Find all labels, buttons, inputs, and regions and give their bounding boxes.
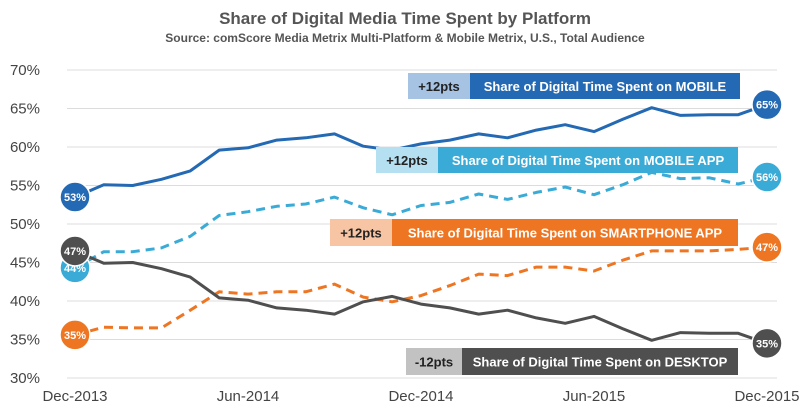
end-value-label: 35% (756, 338, 778, 350)
callout-delta: +12pts (340, 226, 382, 241)
y-tick-label: 55% (10, 178, 40, 195)
y-tick-label: 60% (10, 139, 40, 156)
start-marker-0 (59, 181, 91, 213)
x-tick-label: Dec-2015 (734, 388, 799, 405)
start-value-label: 35% (64, 330, 86, 342)
callout-2: +12pts Share of Digital Time Spent on SMA… (330, 219, 738, 246)
callout-name: Share of Digital Time Spent on MOBILE (484, 79, 727, 94)
end-value-label: 47% (756, 242, 778, 254)
callout-name-bg (470, 73, 740, 99)
series-line-3 (74, 249, 768, 345)
callout-name-bg (438, 147, 738, 173)
y-tick-label: 70% (10, 62, 40, 79)
x-axis: Dec-2013 Jun-2014 Dec-2014 Jun-2015 Dec-2015 (42, 388, 799, 405)
start-marker-3 (59, 235, 91, 267)
start-value-label: 53% (64, 192, 86, 204)
y-tick-label: 45% (10, 255, 40, 272)
callout-delta-bg (406, 348, 462, 375)
y-tick-label: 35% (10, 332, 40, 349)
callout-delta: +12pts (418, 79, 460, 94)
end-marker-3 (751, 327, 783, 360)
x-tick-label: Jun-2014 (217, 388, 280, 405)
callout-name-bg (392, 219, 738, 246)
chart-title: Share of Digital Media Time Spent by Pla… (219, 9, 591, 28)
series-end-markers: 53% 65% 44% 56% 35% 47% 47% 35% (59, 88, 783, 360)
x-tick-label: Jun-2015 (563, 388, 626, 405)
callout-name: Share of Digital Time Spent on MOBILE AP… (452, 153, 725, 168)
end-marker-0 (751, 88, 783, 121)
y-tick-label: 65% (10, 101, 40, 118)
callout-delta: -12pts (415, 355, 453, 370)
callout-delta-bg (330, 219, 392, 246)
end-value-label: 56% (756, 172, 778, 184)
callout-1: +12pts Share of Digital Time Spent on MOB… (376, 147, 738, 173)
y-axis: 30% 35% 40% 45% 50% 55% 60% 65% 70% (10, 62, 40, 387)
callout-name: Share of Digital Time Spent on SMARTPHON… (408, 226, 723, 241)
end-marker-2 (751, 231, 783, 263)
y-tick-label: 40% (10, 293, 40, 310)
series-callouts: +12pts Share of Digital Time Spent on MOB… (330, 73, 740, 375)
end-value-label: 65% (756, 100, 778, 112)
start-value-label: 44% (64, 263, 86, 275)
end-marker-1 (751, 161, 783, 193)
callout-delta-bg (408, 73, 470, 99)
series-line-0 (74, 103, 768, 199)
callout-name: Share of Digital Time Spent on DESKTOP (473, 355, 728, 370)
series-line-2 (74, 245, 768, 337)
x-tick-label: Dec-2014 (388, 388, 453, 405)
callout-delta-bg (376, 147, 438, 173)
series-lines (74, 103, 768, 345)
y-tick-label: 50% (10, 216, 40, 233)
y-tick-label: 30% (10, 370, 40, 387)
start-marker-2 (59, 319, 91, 351)
callout-name-bg (462, 348, 738, 375)
start-value-label: 47% (64, 246, 86, 258)
callout-0: +12pts Share of Digital Time Spent on MOB… (408, 73, 740, 99)
chart-subtitle: Source: comScore Media Metrix Multi-Plat… (165, 31, 645, 45)
callout-3: -12pts Share of Digital Time Spent on DES… (406, 348, 738, 375)
callout-delta: +12pts (386, 153, 428, 168)
x-tick-label: Dec-2013 (42, 388, 107, 405)
